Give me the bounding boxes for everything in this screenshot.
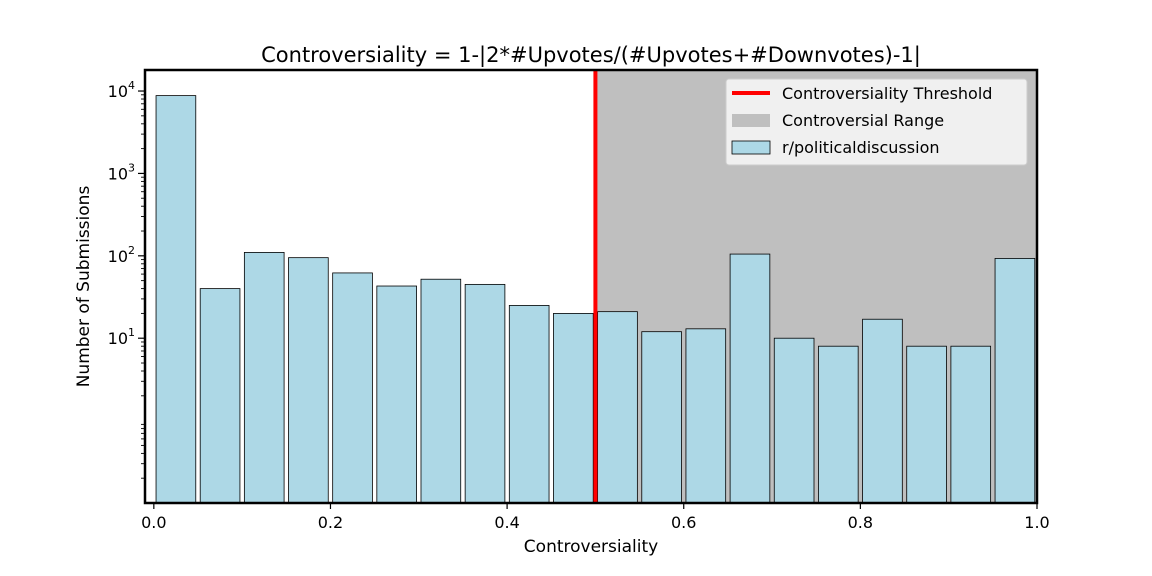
axes-frame [143,68,1039,505]
bar-1 [199,288,241,504]
bar-16 [862,318,903,504]
bar-2 [243,252,285,504]
legend-swatch-bars [731,140,771,155]
x-tick-label-0: 0.0 [141,513,166,532]
legend-swatch-range [732,114,770,127]
bar-19 [994,258,1036,504]
legend-label-0: Controversiality Threshold [782,84,992,103]
x-axis-label: Controversiality [524,537,658,557]
bar-11 [641,331,682,504]
bar-0 [155,95,197,504]
bar-13 [729,253,771,504]
bar-3 [288,257,329,504]
y-axis-label: Number of Submissions [74,186,94,388]
y-tick-label-0: 101 [108,326,135,348]
chart-title: Controversiality = 1-|2*#Upvotes/(#Upvot… [261,43,921,68]
y-tick-label-3: 104 [108,79,135,101]
y-tick-label-1: 102 [108,244,135,266]
bar-8 [508,305,550,504]
bar-18 [950,345,992,504]
bar-15 [818,345,859,504]
bar-6 [420,278,462,504]
bar-4 [332,272,373,504]
bar-9 [553,313,594,504]
legend-label-2: r/politicaldiscussion [782,138,940,157]
bar-17 [906,345,947,504]
legend-label-1: Controversial Range [782,111,944,130]
bar-5 [376,285,417,504]
x-tick-label-4: 0.8 [848,513,873,532]
x-tick-label-1: 0.2 [318,513,343,532]
x-tick-label-2: 0.4 [494,513,519,532]
legend: Controversiality Threshold Controversial … [725,78,1028,166]
x-tick-label-3: 0.6 [671,513,696,532]
bar-10 [597,311,638,504]
x-tick-label-5: 1.0 [1024,513,1049,532]
y-tick-label-2: 103 [108,161,135,183]
legend-box [725,78,1028,166]
bar-14 [773,337,815,504]
bar-12 [685,328,727,504]
bar-7 [464,283,506,504]
